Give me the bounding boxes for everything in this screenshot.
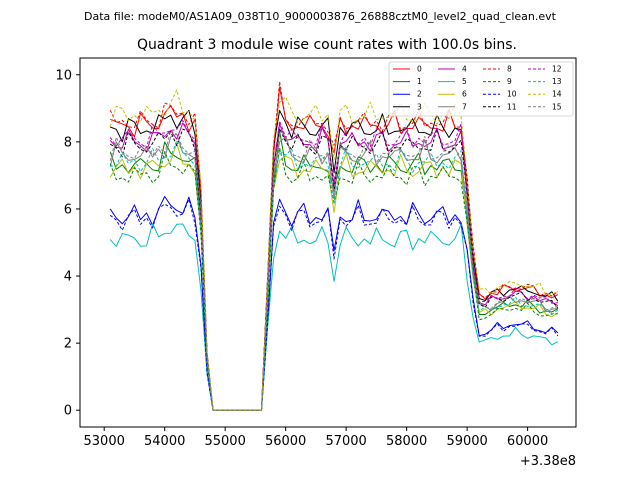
legend-label-15: 15 — [552, 102, 562, 111]
x-tick-label: 56000 — [265, 434, 306, 449]
legend-label-2: 2 — [417, 90, 422, 99]
series-line-6 — [109, 142, 559, 411]
series-line-4 — [109, 122, 559, 411]
legend-label-14: 14 — [552, 90, 562, 99]
series-line-3 — [110, 109, 559, 411]
series-layer — [109, 81, 559, 411]
plot-frame — [79, 57, 577, 428]
legend-label-11: 11 — [507, 102, 517, 111]
legend-label-12: 12 — [552, 65, 562, 74]
chart-title: Quadrant 3 module wise count rates with … — [137, 37, 517, 53]
series-line-15 — [109, 129, 559, 411]
legend-label-1: 1 — [417, 77, 422, 86]
y-axis: 0 2 4 6 8 10 — [55, 68, 80, 419]
series-line-12 — [109, 119, 558, 411]
data-file-label: Data file: modeM0/AS1A09_038T10_90000038… — [84, 10, 557, 23]
x-tick-label: 60000 — [507, 434, 548, 449]
series-line-5 — [109, 223, 559, 411]
y-tick-label: 0 — [64, 404, 72, 419]
x-tick-label: 59000 — [446, 434, 487, 449]
legend-label-3: 3 — [417, 102, 422, 111]
series-line-8 — [109, 81, 559, 411]
series-line-2 — [109, 196, 559, 411]
x-tick-label: 53000 — [84, 434, 125, 449]
legend-label-8: 8 — [507, 65, 512, 74]
legend-label-0: 0 — [417, 65, 422, 74]
y-tick-label: 6 — [64, 202, 72, 217]
series-line-11 — [109, 127, 559, 411]
legend-label-7: 7 — [462, 102, 467, 111]
legend-label-13: 13 — [552, 77, 562, 86]
series-line-7 — [109, 133, 558, 411]
legend-box — [388, 61, 574, 117]
x-tick-label: 57000 — [325, 434, 366, 449]
series-line-10 — [109, 198, 559, 411]
y-tick-label: 2 — [64, 337, 72, 352]
legend-label-9: 9 — [507, 77, 512, 86]
x-axis: 53000 54000 55000 56000 57000 58000 59000 60000 — [84, 427, 548, 449]
legend-label-5: 5 — [462, 77, 467, 86]
y-tick-label: 8 — [64, 135, 72, 150]
legend-label-4: 4 — [462, 65, 467, 74]
legend-label-6: 6 — [462, 90, 467, 99]
y-tick-label: 10 — [55, 68, 72, 83]
x-tick-label: 55000 — [204, 434, 245, 449]
y-tick-label: 4 — [64, 270, 72, 285]
series-line-14 — [109, 89, 559, 411]
series-line-13 — [110, 139, 559, 411]
legend-label-10: 10 — [507, 90, 517, 99]
x-tick-label: 54000 — [144, 434, 185, 449]
x-offset-label: +3.38e8 — [520, 454, 576, 469]
x-tick-label: 58000 — [386, 434, 427, 449]
